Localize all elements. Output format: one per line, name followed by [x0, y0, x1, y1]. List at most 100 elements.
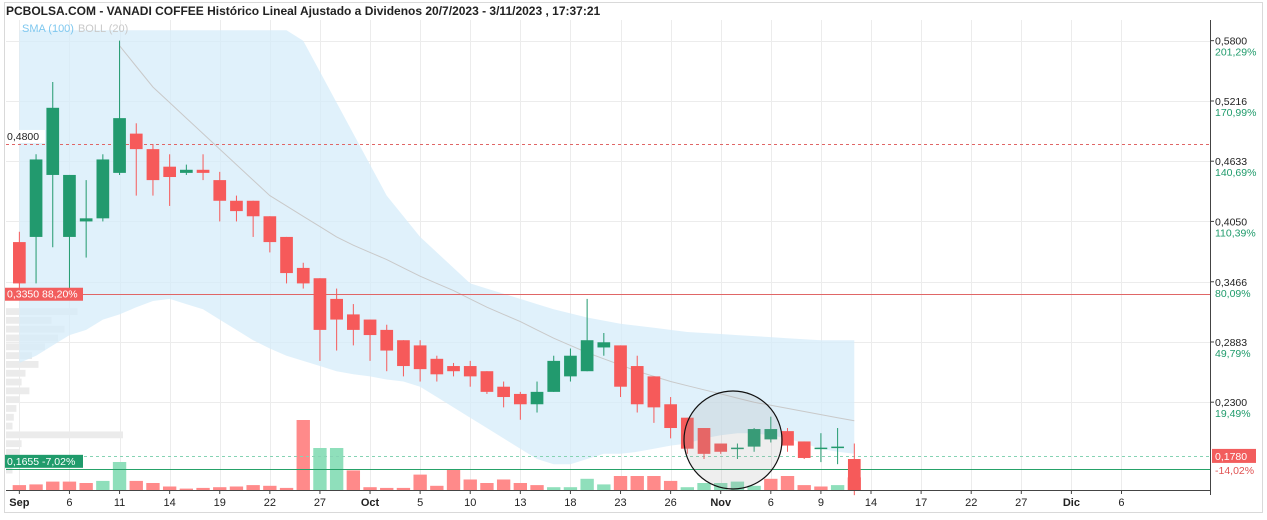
volume-bar: [29, 484, 43, 490]
x-tick-label: Sep: [9, 497, 29, 509]
candle-body: [296, 267, 310, 284]
volume-bar: [146, 483, 160, 490]
candle-body: [714, 443, 728, 452]
volume-profile-bar: [6, 387, 30, 395]
volume-bar: [162, 486, 177, 490]
volume-bar: [663, 480, 678, 490]
reference-label: 0,4800: [7, 131, 39, 143]
volume-bar: [396, 487, 411, 490]
volume-profile-bar: [6, 431, 123, 439]
legend-sma[interactable]: SMA (100): [22, 23, 74, 35]
candle-body: [463, 366, 477, 377]
candle-body: [263, 216, 277, 243]
candle-body: [647, 376, 661, 408]
volume-bar: [96, 480, 110, 490]
volume-profile-bar: [6, 440, 22, 448]
reference-label: 0,1655 -7,02%: [7, 456, 75, 468]
volume-bar: [246, 485, 260, 490]
legend-boll[interactable]: BOLL (20): [77, 23, 129, 35]
volume-profile-bar: [6, 378, 22, 386]
volume-bar: [430, 485, 444, 490]
volume-bar: [647, 476, 661, 490]
x-tick-label: 22: [264, 497, 276, 509]
candle-body: [797, 441, 811, 458]
x-tick-label: 14: [164, 497, 176, 509]
volume-bar: [62, 481, 77, 490]
volume-bar: [613, 476, 628, 490]
candle-body: [246, 200, 260, 217]
candle-body: [330, 298, 343, 320]
volume-bar: [780, 476, 795, 490]
x-tick-label: 19: [214, 497, 226, 509]
candle-body: [747, 429, 761, 447]
volume-bar: [730, 481, 745, 490]
x-tick-label: 11: [114, 497, 125, 509]
volume-bar: [263, 485, 277, 490]
candle-body: [513, 393, 527, 405]
chart-border: [4, 2, 1263, 513]
y-tick-label: 0,5800: [1215, 36, 1247, 48]
candle-body: [447, 366, 460, 372]
candle-body: [614, 345, 627, 387]
candle-body: [547, 360, 561, 392]
volume-bar: [363, 487, 377, 490]
volume-bar: [530, 485, 544, 490]
candle-body: [196, 169, 210, 173]
x-tick-label: 6: [768, 497, 774, 509]
x-tick-label: 27: [1015, 497, 1027, 509]
volume-profile-bar: [6, 413, 14, 421]
volume-bar: [714, 483, 728, 490]
y-tick-percent: 80,09%: [1215, 288, 1251, 300]
candle-body: [630, 366, 644, 405]
volume-bar: [496, 479, 511, 490]
candle-body: [313, 278, 327, 330]
volume-bar: [179, 488, 194, 490]
last-price-percent: -14,02%: [1215, 465, 1254, 477]
y-tick-percent: 110,39%: [1215, 227, 1256, 239]
volume-profile-bar: [6, 449, 19, 456]
y-tick-label: 0,2883: [1215, 337, 1247, 349]
y-tick-label: 0,5216: [1215, 96, 1247, 108]
volume-bar: [229, 486, 244, 490]
candle-body: [664, 404, 677, 429]
volume-bar: [480, 483, 494, 490]
volume-bar: [764, 478, 778, 490]
x-tick-label: 14: [865, 497, 877, 509]
volume-bar: [12, 485, 27, 490]
candle-body: [597, 342, 611, 348]
last-price-label: 0,1780: [1215, 451, 1247, 463]
candle-body: [13, 242, 26, 284]
volume-bar: [380, 487, 394, 490]
candle-body: [580, 340, 594, 372]
candle-body: [847, 459, 861, 490]
volume-profile-bar: [6, 422, 13, 430]
candle-body: [731, 447, 744, 450]
candle-body: [63, 174, 76, 237]
volume-bar: [597, 484, 611, 490]
candle-body: [113, 118, 126, 173]
x-tick-label: 13: [514, 497, 526, 509]
candle-body: [530, 391, 544, 405]
candle-body: [180, 169, 193, 173]
y-tick-percent: 49,79%: [1215, 348, 1251, 360]
volume-bar: [112, 462, 127, 490]
last-price-box: [1212, 448, 1256, 463]
volume-profile-bar: [6, 361, 39, 368]
x-tick-label: Dic: [1063, 497, 1080, 509]
volume-bar: [79, 483, 93, 490]
x-tick-label: 18: [564, 497, 576, 509]
volume-bar: [830, 485, 845, 490]
candle-body: [781, 431, 794, 446]
candle-body: [397, 340, 410, 367]
volume-bar: [463, 479, 477, 490]
volume-bar: [513, 483, 528, 490]
volume-bar: [697, 483, 711, 490]
volume-profile-bar: [6, 352, 32, 360]
x-tick-label: 26: [664, 497, 676, 509]
volume-bar: [630, 476, 644, 490]
candle-body: [430, 358, 444, 375]
candle-body: [764, 429, 778, 440]
reference-label-box: [5, 287, 83, 301]
y-tick-label: 0,4633: [1215, 156, 1247, 168]
